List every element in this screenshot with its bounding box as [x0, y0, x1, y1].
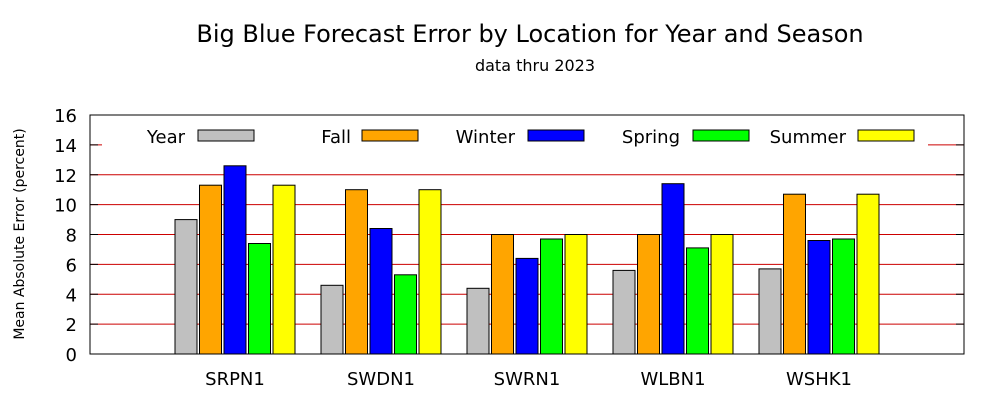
bar-summer-wshk1 — [856, 193, 880, 355]
y-tick-label: 2 — [66, 315, 77, 336]
bar-summer-swrn1 — [564, 234, 588, 355]
bar-spring-srpn1 — [248, 243, 271, 355]
y-tick-label: 8 — [66, 226, 77, 247]
x-tick-label: SWRN1 — [494, 369, 561, 390]
bar-year-swdn1 — [320, 284, 344, 355]
bar-winter-swrn1 — [515, 257, 539, 355]
legend-swatch-spring — [692, 129, 750, 142]
bar-fall-wshk1 — [783, 193, 806, 355]
bar-spring-wshk1 — [832, 238, 855, 355]
y-tick-label: 0 — [66, 345, 77, 366]
y-axis-label: Mean Absolute Error (percent) — [12, 128, 28, 339]
bar-winter-wshk1 — [807, 240, 831, 355]
bar-fall-swdn1 — [345, 189, 368, 355]
bars — [174, 165, 880, 355]
bar-winter-swdn1 — [369, 228, 393, 355]
y-tick-label: 4 — [66, 285, 77, 306]
bar-year-swrn1 — [466, 287, 490, 355]
bar-fall-swrn1 — [491, 234, 514, 355]
bar-spring-swrn1 — [540, 238, 563, 355]
chart-subtitle: data thru 2023 — [474, 56, 596, 75]
y-tick-label: 10 — [54, 196, 77, 217]
legend: Year Fall Winter Spring Summer — [102, 118, 928, 162]
x-tick-label: WLBN1 — [640, 369, 705, 390]
bar-fall-wlbn1 — [637, 234, 660, 355]
y-tick-label: 12 — [54, 166, 77, 187]
legend-swatch-summer — [857, 129, 915, 142]
legend-swatch-year — [197, 129, 255, 142]
x-axis: SRPN1 SWDN1 SWRN1 WLBN1 WSHK1 — [205, 369, 852, 390]
legend-swatch-winter — [527, 129, 585, 142]
bar-year-srpn1 — [174, 219, 198, 355]
bar-spring-swdn1 — [394, 274, 417, 355]
y-tick-label: 14 — [54, 136, 77, 157]
bar-summer-wlbn1 — [710, 234, 734, 355]
y-tick-label: 16 — [54, 106, 77, 127]
x-tick-label: SRPN1 — [205, 369, 265, 390]
legend-label-spring: Spring — [622, 127, 680, 148]
y-tick-label: 6 — [66, 255, 77, 276]
bar-fall-srpn1 — [199, 184, 222, 355]
x-tick-label: SWDN1 — [347, 369, 415, 390]
legend-label-year: Year — [146, 127, 186, 148]
bar-year-wshk1 — [758, 268, 782, 355]
bar-summer-srpn1 — [272, 184, 296, 355]
bar-year-wlbn1 — [612, 269, 636, 355]
legend-label-winter: Winter — [456, 127, 516, 148]
legend-label-summer: Summer — [770, 127, 847, 148]
legend-label-fall: Fall — [321, 127, 351, 148]
bar-winter-srpn1 — [223, 165, 247, 355]
x-tick-label: WSHK1 — [786, 369, 852, 390]
bar-winter-wlbn1 — [661, 183, 685, 355]
y-axis: 0 2 4 6 8 10 12 14 16 — [54, 106, 964, 366]
legend-swatch-fall — [361, 129, 419, 142]
bar-spring-wlbn1 — [686, 247, 709, 355]
bar-summer-swdn1 — [418, 189, 442, 355]
chart-title: Big Blue Forecast Error by Location for … — [196, 20, 864, 48]
